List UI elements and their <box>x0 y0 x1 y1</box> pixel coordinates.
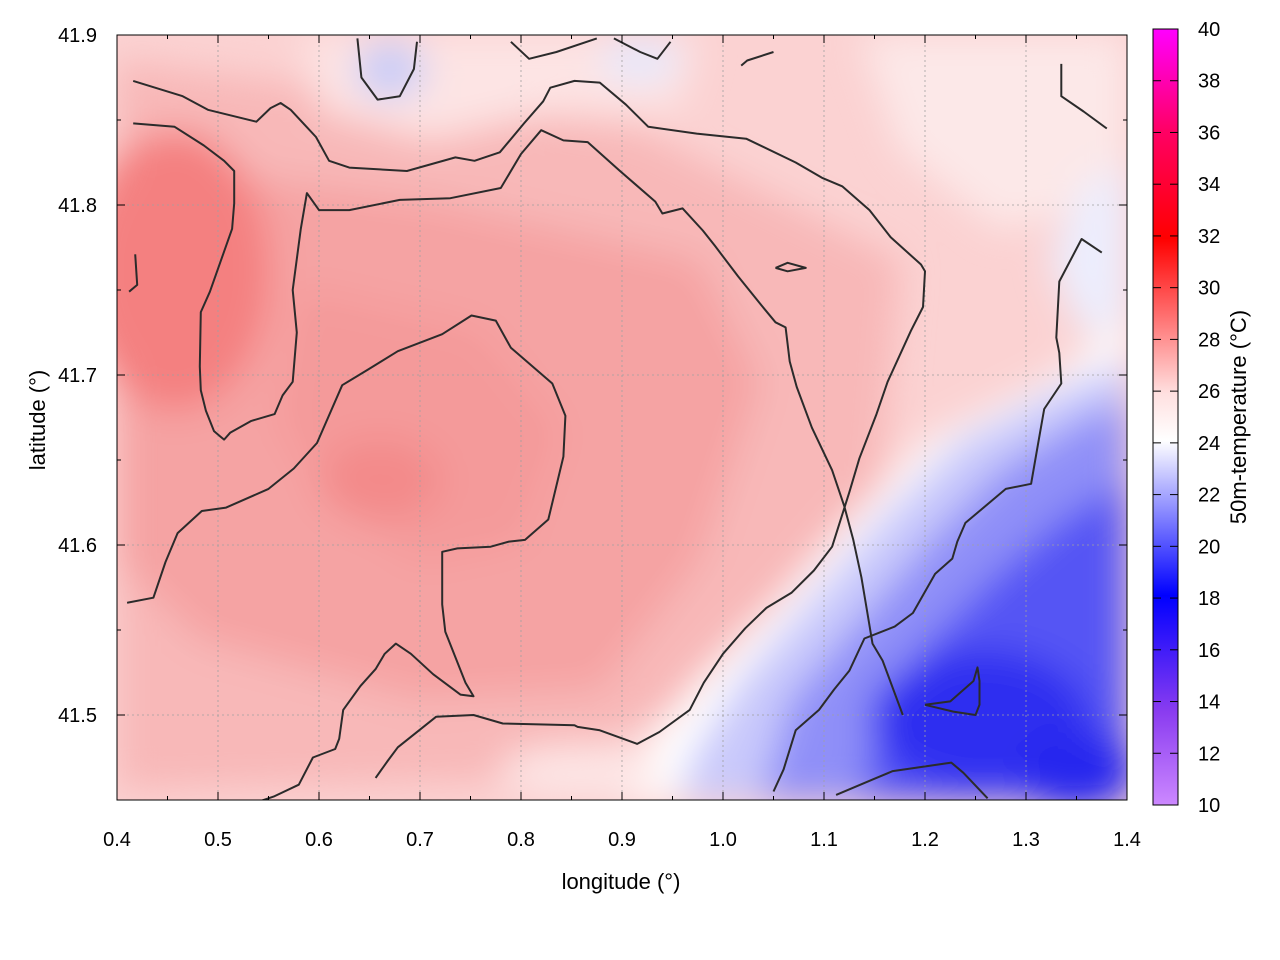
grid-lines <box>117 35 1127 800</box>
contour-line <box>132 79 926 779</box>
contour-line <box>356 38 418 101</box>
colorbar-label: 50m-temperature (°C) <box>1226 310 1251 524</box>
colorbar-tick-label: 32 <box>1198 226 1220 248</box>
contour-line <box>924 666 981 716</box>
colorbar-tick-label: 14 <box>1198 692 1220 714</box>
contour-line <box>128 254 139 293</box>
contour-line <box>613 37 672 60</box>
x-tick-label: 0.8 <box>507 829 535 851</box>
colorbar-tick-label: 12 <box>1198 743 1220 765</box>
contour-line <box>772 238 1103 792</box>
axis-ticks <box>116 34 1128 800</box>
x-axis-label: longitude (°) <box>562 869 681 894</box>
x-tick-label: 1.3 <box>1012 829 1040 851</box>
y-tick-label: 41.8 <box>58 195 97 217</box>
y-tick-label: 41.5 <box>58 705 97 727</box>
x-tick-label: 0.5 <box>204 829 232 851</box>
colorbar <box>1152 28 1179 806</box>
x-tick-label: 0.9 <box>608 829 636 851</box>
x-tick-label: 0.6 <box>305 829 333 851</box>
contour-line <box>835 761 989 799</box>
contour-line <box>740 51 774 67</box>
x-tick-label: 1.4 <box>1113 829 1141 851</box>
y-axis-label: latitude (°) <box>25 370 50 471</box>
x-tick-label: 1.2 <box>911 829 939 851</box>
colorbar-tick-label: 16 <box>1198 640 1220 662</box>
colorbar-tick-label: 40 <box>1198 19 1220 41</box>
y-tick-label: 41.7 <box>58 365 97 387</box>
colorbar-tick-label: 28 <box>1198 329 1220 351</box>
colorbar-tick-label: 34 <box>1198 174 1220 196</box>
contour-line <box>1060 63 1108 130</box>
contour-lines <box>126 37 1108 800</box>
axis-tick-labels: 0.4 0.5 0.6 0.7 0.8 0.9 1.0 1.1 1.2 1.3 1.4 41.5 41.… <box>58 25 1141 851</box>
x-tick-label: 1.0 <box>709 829 737 851</box>
contour-line <box>510 37 598 60</box>
x-tick-label: 1.1 <box>810 829 838 851</box>
colorbar-tick-label: 38 <box>1198 71 1220 93</box>
colorbar-ticks: 10 12 14 16 18 20 22 24 26 28 30 32 34 36 38 40 <box>1153 19 1220 817</box>
colorbar-tick-label: 10 <box>1198 795 1220 817</box>
colorbar-tick-label: 22 <box>1198 485 1220 507</box>
contour-line <box>133 122 904 716</box>
colorbar-tick-label: 26 <box>1198 381 1220 403</box>
temperature-field <box>117 35 1127 800</box>
y-tick-label: 41.9 <box>58 25 97 47</box>
x-tick-label: 0.4 <box>103 829 131 851</box>
colorbar-tick-label: 36 <box>1198 122 1220 144</box>
contour-line <box>775 261 807 273</box>
x-tick-label: 0.7 <box>406 829 434 851</box>
y-tick-label: 41.6 <box>58 535 97 557</box>
colorbar-tick-label: 30 <box>1198 278 1220 300</box>
colorbar-tick-label: 18 <box>1198 588 1220 610</box>
colorbar-tick-label: 20 <box>1198 536 1220 558</box>
colorbar-tick-label: 24 <box>1198 433 1220 455</box>
contour-line <box>126 314 567 800</box>
